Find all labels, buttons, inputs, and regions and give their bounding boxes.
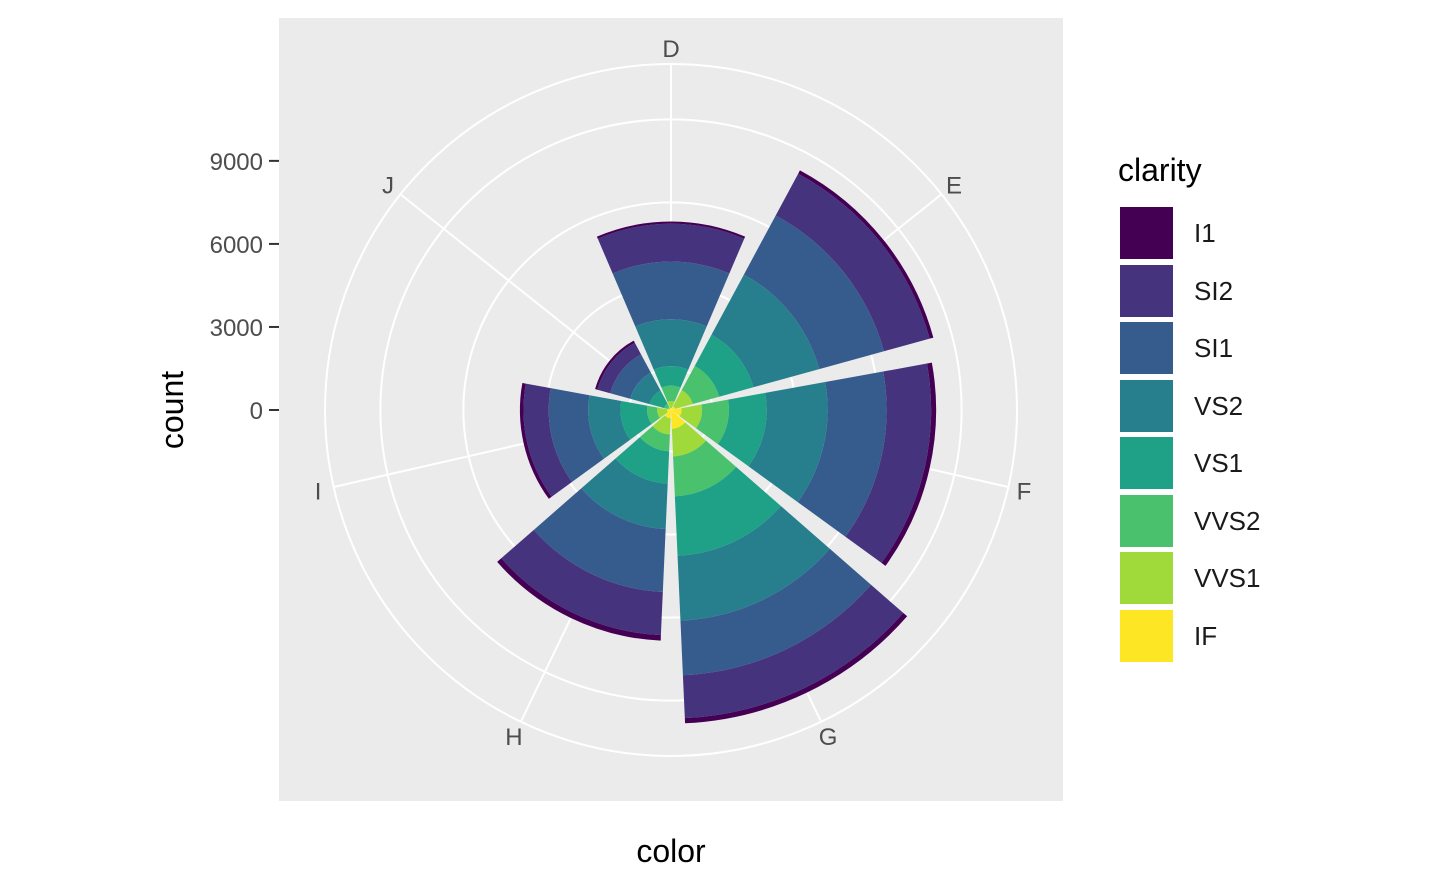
y-tick-label: 3000 xyxy=(210,315,263,342)
legend-swatch xyxy=(1120,322,1173,374)
bar-segment-I-si1 xyxy=(548,388,604,482)
bar-segment-D-vs1 xyxy=(653,366,689,388)
legend-item-vvs1: VVS1 xyxy=(1120,552,1370,604)
legend-item-i1: I1 xyxy=(1120,207,1370,259)
bar-outline-E xyxy=(799,170,934,339)
bar-segment-E-vs1 xyxy=(694,334,754,397)
legend-swatch xyxy=(1120,494,1173,547)
bar-outline-I xyxy=(519,383,551,499)
y-tick-label: 6000 xyxy=(210,232,263,259)
bar-segment-H-si2 xyxy=(501,529,663,636)
x-axis-title: color xyxy=(636,833,706,869)
bar-segment-E-vvs2 xyxy=(681,366,720,405)
legend-label: VS1 xyxy=(1194,448,1244,478)
legend-swatch xyxy=(1120,207,1173,259)
bar-segment-D-if xyxy=(670,407,672,410)
bar-segment-J-vs1 xyxy=(649,390,668,409)
legend-swatch xyxy=(1120,552,1173,604)
bar-segment-G-vs2 xyxy=(677,505,830,621)
legend-item-vvs2: VVS2 xyxy=(1120,494,1370,547)
legend-swatch xyxy=(1120,379,1173,432)
bar-segment-F-vs1 xyxy=(717,392,767,467)
legend-item-si2: SI2 xyxy=(1120,264,1370,317)
category-label-I: I xyxy=(315,479,322,506)
bar-segment-J-vvs2 xyxy=(664,403,670,410)
bar-outline-H xyxy=(497,560,661,641)
bar-segment-F-if xyxy=(671,408,682,417)
bar-segment-I-vvs2 xyxy=(647,405,660,425)
bar-segment-J-vvs1 xyxy=(667,406,671,410)
legend-label: SI1 xyxy=(1194,333,1234,363)
legend-label: VVS1 xyxy=(1194,563,1261,593)
y-axis-title: count xyxy=(154,371,190,449)
bar-segment-D-vs2 xyxy=(635,319,707,370)
bar-segment-J-vs2 xyxy=(630,372,661,405)
bar-outline-D xyxy=(596,221,746,239)
bar-segment-F-vvs2 xyxy=(696,399,729,445)
bar-segment-F-vvs1 xyxy=(679,404,702,429)
bar-segment-E-if xyxy=(671,406,676,410)
bar-segment-I-vs1 xyxy=(620,400,652,440)
category-label-J: J xyxy=(382,172,394,199)
bar-segment-F-si2 xyxy=(845,363,932,563)
bar-segment-G-si2 xyxy=(682,584,904,719)
y-tick-label: 0 xyxy=(250,398,263,425)
legend-swatch xyxy=(1120,264,1173,317)
legend-label: SI2 xyxy=(1194,275,1234,306)
legend-item-vs1: VS1 xyxy=(1120,437,1370,489)
bar-segment-H-si1 xyxy=(533,488,666,592)
bar-outline-G xyxy=(684,614,908,724)
category-label-D: D xyxy=(662,36,679,63)
legend-swatch xyxy=(1120,609,1173,662)
bar-segment-G-vvs1 xyxy=(671,422,707,457)
bar-segment-J-si1 xyxy=(610,354,651,399)
legend-label: VVS2 xyxy=(1194,505,1261,536)
legend-label: IF xyxy=(1194,620,1218,651)
bar-segment-I-if xyxy=(667,409,671,413)
legend-item-si1: SI1 xyxy=(1120,322,1370,374)
bar-segment-D-si1 xyxy=(612,261,730,327)
bar-segment-J-if xyxy=(669,408,671,410)
bar-segment-H-vvs2 xyxy=(639,426,670,452)
legend-label: VS2 xyxy=(1194,390,1244,421)
bar-segment-I-vs2 xyxy=(588,395,631,459)
legend-item-vs2: VS2 xyxy=(1120,379,1370,432)
category-label-H: H xyxy=(505,724,522,751)
bar-segment-F-vs2 xyxy=(748,382,828,503)
y-tick-label: 9000 xyxy=(210,149,263,176)
bar-segment-I-vvs1 xyxy=(657,407,668,419)
bar-outline-F xyxy=(883,362,937,566)
category-label-G: G xyxy=(819,724,838,751)
bar-segment-G-vvs2 xyxy=(673,440,737,497)
bar-segment-J-si2 xyxy=(597,342,642,394)
bar-segment-D-si2 xyxy=(597,223,745,274)
labels: D E F G H I J 0 3000 6000 9000 color count xyxy=(154,36,1031,869)
bar-segment-H-vvs1 xyxy=(652,415,671,435)
bar-segment-H-vs2 xyxy=(581,458,668,530)
bar-segment-E-vvs1 xyxy=(673,390,693,409)
bar-segment-I-si2 xyxy=(523,383,573,497)
bar-segment-F-si1 xyxy=(797,371,887,537)
bars xyxy=(497,170,937,724)
bar-segment-H-if xyxy=(664,410,671,419)
legend-title: clarity xyxy=(1118,152,1202,188)
bar-segment-D-vvs1 xyxy=(667,401,675,409)
bar-outline-J xyxy=(595,340,635,390)
category-label-F: F xyxy=(1017,479,1032,506)
category-label-E: E xyxy=(946,172,962,199)
bar-segment-G-si1 xyxy=(680,548,871,676)
legend-item-if: IF xyxy=(1120,609,1370,662)
legend-swatch xyxy=(1120,437,1173,489)
bar-segment-E-si2 xyxy=(775,173,930,352)
bar-segment-D-vvs2 xyxy=(661,385,681,402)
bar-segment-G-if xyxy=(671,410,686,429)
legend-label: I1 xyxy=(1194,218,1216,248)
bar-segment-E-si1 xyxy=(743,215,884,370)
bar-segment-E-vs2 xyxy=(711,274,820,388)
bar-segment-H-vs1 xyxy=(615,437,670,484)
bar-segment-G-vs1 xyxy=(674,466,781,556)
